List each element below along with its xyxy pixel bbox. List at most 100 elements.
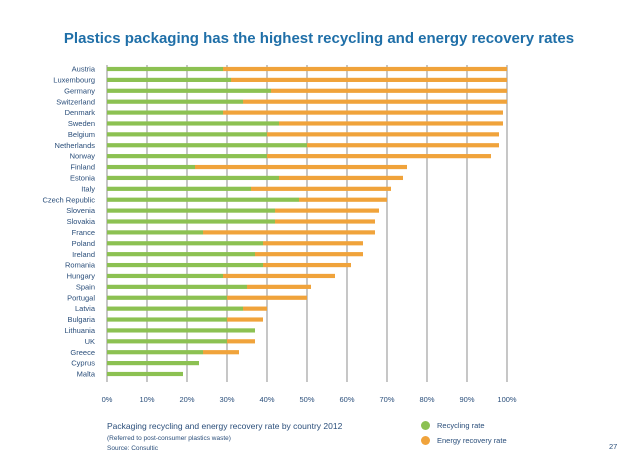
x-tick-label: 90%	[459, 395, 474, 404]
bars	[107, 66, 507, 377]
category-label: Greece	[70, 348, 95, 357]
x-tick-label: 30%	[219, 395, 234, 404]
category-label: Belgium	[68, 130, 95, 139]
bar-energy-recovery	[227, 339, 255, 344]
bar-recycling	[107, 273, 223, 279]
legend-label-recycling: Recycling rate	[437, 421, 485, 430]
category-label: Denmark	[65, 108, 96, 117]
category-label: UK	[85, 337, 95, 346]
x-tick-label: 100%	[497, 395, 517, 404]
category-label: Bulgaria	[67, 315, 95, 324]
bar-recycling	[107, 241, 263, 246]
bar-recycling	[107, 295, 227, 300]
bar-recycling	[107, 371, 183, 377]
bar-recycling	[107, 121, 279, 126]
bar-recycling	[107, 197, 299, 202]
bar-recycling	[107, 164, 195, 170]
category-label: Spain	[76, 282, 95, 291]
x-tick-label: 20%	[179, 395, 194, 404]
legend-swatch-recycling	[421, 421, 430, 430]
bar-recycling	[107, 328, 255, 333]
bar-energy-recovery	[271, 88, 507, 93]
x-tick-label: 70%	[379, 395, 394, 404]
bar-recycling	[107, 219, 275, 224]
bar-energy-recovery	[263, 262, 351, 268]
category-label: Slovenia	[66, 206, 96, 215]
bar-recycling	[107, 175, 279, 181]
bar-energy-recovery	[227, 295, 307, 300]
legend-item-energy: Energy recovery rate	[421, 436, 507, 445]
x-tick-label: 10%	[139, 395, 154, 404]
page-number: 27	[609, 442, 618, 451]
chart-source: Source: Consultic	[107, 445, 158, 452]
category-label: Finland	[70, 163, 95, 172]
bar-energy-recovery	[203, 350, 239, 355]
bar-energy-recovery	[227, 317, 263, 322]
bar-recycling	[107, 339, 227, 344]
category-label: Slovakia	[67, 217, 96, 226]
bar-recycling	[107, 208, 275, 213]
bar-energy-recovery	[267, 132, 499, 137]
category-label: Lithuania	[65, 326, 96, 335]
bar-energy-recovery	[267, 154, 491, 159]
x-tick-label: 80%	[419, 395, 434, 404]
category-label: Poland	[72, 239, 95, 248]
legend-label-energy: Energy recovery rate	[437, 436, 507, 445]
bar-energy-recovery	[275, 219, 375, 224]
bar-energy-recovery	[251, 186, 391, 191]
bar-recycling	[107, 306, 243, 311]
legend-item-recycling: Recycling rate	[421, 421, 485, 430]
bar-recycling	[107, 66, 223, 72]
category-label: Latvia	[75, 304, 96, 313]
bar-recycling	[107, 186, 251, 191]
bar-energy-recovery	[203, 230, 375, 235]
category-label: Austria	[72, 65, 96, 74]
bar-recycling	[107, 143, 307, 148]
bar-energy-recovery	[223, 66, 507, 72]
category-label: Hungary	[67, 272, 96, 281]
category-label: Luxembourg	[53, 75, 95, 84]
bar-energy-recovery	[279, 175, 403, 181]
bar-recycling	[107, 252, 255, 257]
bar-energy-recovery	[275, 208, 379, 213]
bar-energy-recovery	[243, 99, 507, 104]
chart-caption: Packaging recycling and energy recovery …	[107, 421, 343, 431]
bar-energy-recovery	[195, 164, 407, 170]
x-tick-label: 60%	[339, 395, 354, 404]
category-label: Norway	[70, 152, 96, 161]
bar-energy-recovery	[223, 110, 503, 115]
x-tick-label: 0%	[102, 395, 113, 404]
category-label: Portugal	[67, 293, 95, 302]
category-label: Switzerland	[56, 97, 95, 106]
bar-recycling	[107, 262, 263, 268]
chart-subcaption: (Referred to post-consumer plastics wast…	[107, 435, 231, 442]
x-tick-label: 40%	[259, 395, 274, 404]
bar-energy-recovery	[307, 143, 499, 148]
bar-recycling	[107, 99, 243, 104]
x-axis-ticks: 0% 10% 20% 30% 40% 50% 60% 70% 80% 90% 100%	[102, 395, 517, 404]
bar-recycling	[107, 132, 267, 137]
legend-swatch-energy	[421, 436, 430, 445]
bar-recycling	[107, 77, 231, 82]
category-label: France	[72, 228, 95, 237]
chart-title: Plastics packaging has the highest recyc…	[63, 30, 575, 47]
bar-recycling	[107, 88, 271, 93]
bar-recycling	[107, 350, 203, 355]
category-label: Netherlands	[55, 141, 96, 150]
bar-recycling	[107, 284, 247, 289]
bar-energy-recovery	[299, 197, 387, 202]
bar-energy-recovery	[247, 284, 311, 289]
category-label: Romania	[65, 261, 96, 270]
category-label: Sweden	[68, 119, 95, 128]
bar-energy-recovery	[279, 121, 503, 126]
category-label: Ireland	[72, 250, 95, 259]
category-label: Italy	[81, 184, 95, 193]
bar-energy-recovery	[243, 306, 267, 311]
category-label: Czech Republic	[42, 195, 95, 204]
category-label: Estonia	[70, 174, 96, 183]
bar-energy-recovery	[263, 241, 363, 246]
bar-recycling	[107, 361, 199, 366]
category-label: Cyprus	[71, 359, 95, 368]
